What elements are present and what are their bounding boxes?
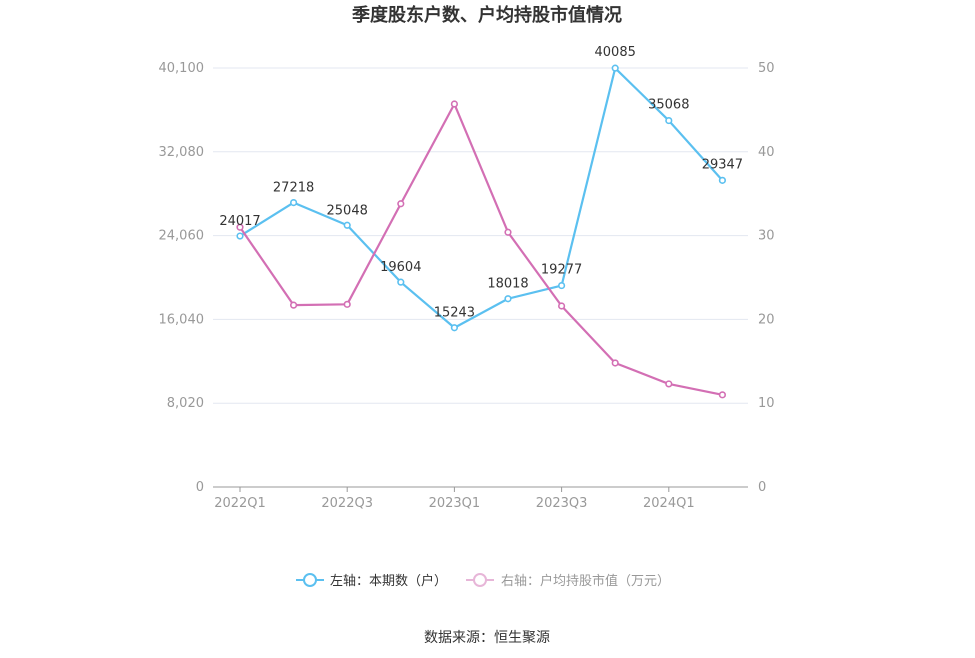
data-label: 19277: [541, 263, 582, 278]
data-label: 35068: [648, 98, 689, 113]
x-tick-label: 2022Q1: [214, 496, 266, 511]
series-1-point: [557, 281, 566, 290]
data-label: 25048: [327, 203, 368, 218]
series-1-point: [290, 199, 298, 207]
series-line-1: [239, 67, 724, 329]
chart-title: 季度股东户数、户均持股市值情况: [352, 4, 622, 26]
legend-label: 右轴：户均持股市值（万元）: [501, 573, 670, 589]
x-tick-label: 2023Q3: [536, 496, 588, 511]
y-left-tick-label: 16,040: [159, 312, 205, 327]
legend-label: 左轴：本期数（户）: [330, 573, 447, 589]
data-label: 40085: [595, 45, 636, 60]
series-1-point: [611, 64, 619, 72]
y-left-tick-label: 24,060: [159, 229, 205, 244]
data-labels: 24017 27218 25048 19604 15243 18018 19277 40085…: [219, 45, 743, 321]
legend: 左轴：本期数（户） 右轴：户均持股市值（万元）: [296, 573, 670, 589]
y-left-tick-label: 40,100: [159, 61, 205, 76]
x-tick-label: 2023Q1: [429, 496, 481, 511]
y-right-tick-label: 20: [758, 312, 775, 327]
legend-item-2[interactable]: 右轴：户均持股市值（万元）: [466, 573, 670, 589]
data-label: 15243: [434, 306, 475, 321]
series-2-point: [343, 300, 351, 308]
series-2-point: [290, 301, 298, 309]
data-label: 27218: [273, 181, 314, 196]
series-1-point: [397, 278, 405, 286]
source-note: 数据来源：恒生聚源: [424, 630, 550, 646]
data-label: 29347: [702, 157, 743, 172]
y-left-tick-label: 32,080: [159, 145, 205, 160]
legend-item-1[interactable]: 左轴：本期数（户）: [296, 573, 447, 589]
series-layer: [236, 64, 727, 399]
y-left-tick-label: 0: [196, 480, 204, 495]
legend-marker-icon: [473, 573, 487, 587]
series-1-point: [236, 232, 244, 240]
y-right-tick-label: 30: [758, 229, 775, 244]
series-2-point: [611, 359, 619, 367]
y-left-tick-label: 8,020: [167, 396, 204, 411]
data-label: 18018: [487, 277, 528, 292]
y-right-tick-label: 10: [758, 396, 775, 411]
x-tick-label: 2024Q1: [643, 496, 695, 511]
y-right-tick-label: 50: [758, 61, 775, 76]
series-1-point: [450, 324, 459, 332]
y-right-tick-label: 40: [758, 145, 775, 160]
data-label: 19604: [380, 260, 421, 275]
x-tick-label: 2022Q3: [321, 496, 373, 511]
series-2-point: [718, 391, 727, 399]
series-1-point: [343, 221, 351, 229]
y-right-tick-label: 0: [758, 480, 766, 495]
data-label: 24017: [219, 214, 260, 229]
series-2-point: [450, 100, 459, 108]
series-1-point: [718, 176, 727, 184]
series-2-point: [665, 380, 673, 388]
series-2-point: [236, 223, 244, 231]
series-1-point: [665, 116, 673, 125]
series-2-point: [557, 302, 566, 310]
series-2-point: [397, 200, 405, 208]
series-1-point: [504, 295, 512, 303]
series-2-point: [504, 228, 512, 236]
legend-marker-icon: [303, 573, 317, 587]
series-line-2: [239, 102, 723, 396]
grid: [213, 67, 748, 404]
axes: 0 8,020 16,040 24,060 32,080 40,100 0 10 20 30 40 5…: [159, 61, 775, 511]
